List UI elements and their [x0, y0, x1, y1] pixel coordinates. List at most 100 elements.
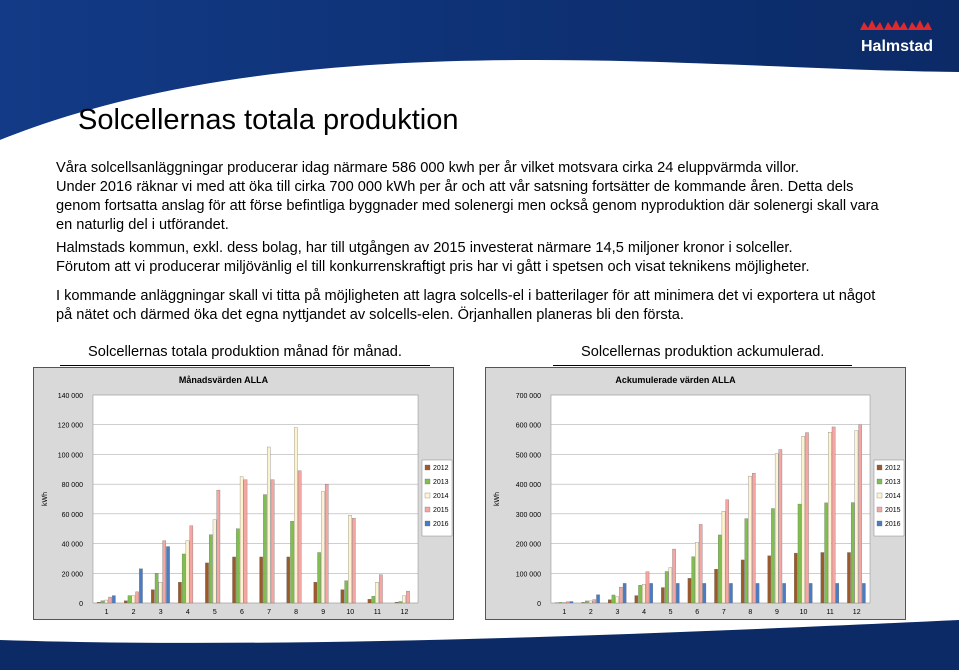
- bar-2014-m4: [185, 540, 190, 604]
- bar-2015-m6: [698, 524, 703, 604]
- bar-2013-m5: [209, 534, 213, 604]
- bar-2015-m9: [778, 449, 783, 604]
- bar-2015-m12: [858, 424, 862, 604]
- x-tick-label: 11: [374, 609, 381, 616]
- page-title: Solcellernas totala produktion: [78, 104, 459, 136]
- x-tick-label: 12: [853, 609, 861, 616]
- x-tick-label: 10: [800, 609, 808, 616]
- x-tick-label: 8: [294, 609, 298, 616]
- bar-2014-m7: [266, 446, 271, 604]
- bar-2015-m3: [619, 586, 623, 604]
- y-tick-label: 0: [537, 601, 541, 608]
- bar-2013-m1: [100, 600, 105, 604]
- bar-2015-m7: [725, 499, 729, 604]
- legend-swatch-2016: [876, 520, 883, 527]
- x-tick-label: 2: [589, 609, 593, 616]
- cumulative-chart: Ackumulerade värden ALLA 0 100 000 200 000 3…: [485, 367, 906, 620]
- bar-2014-m10: [801, 436, 805, 604]
- bar-2013-m2: [127, 595, 132, 604]
- bar-2013-m6: [236, 528, 240, 604]
- bar-2012-m8: [286, 556, 291, 604]
- legend-label: 2013: [885, 479, 901, 486]
- left-chart-caption: Solcellernas totala produktion månad för…: [60, 344, 430, 366]
- bar-2016-m4: [649, 583, 653, 604]
- bar-2016-m3: [622, 583, 627, 604]
- bar-2012-m11: [367, 599, 372, 604]
- brand-logo-text: Halmstad: [860, 38, 934, 55]
- bar-2015-m4: [189, 525, 194, 604]
- bar-2013-m1: [558, 602, 563, 604]
- legend-label: 2013: [433, 479, 449, 486]
- bar-2014-m3: [615, 596, 619, 604]
- bar-2014-m11: [375, 582, 379, 604]
- paragraph-investment: Halmstads kommun, exkl. dess bolag, har …: [56, 239, 906, 277]
- x-tick-label: 11: [826, 609, 833, 616]
- bar-2013-m4: [638, 585, 642, 604]
- bar-2012-m10: [340, 589, 345, 604]
- x-tick-label: 5: [669, 609, 673, 616]
- y-tick-label: 100 000: [58, 452, 83, 459]
- bar-2015-m10: [805, 432, 809, 604]
- bar-2012-m8: [740, 559, 745, 604]
- bar-2015-m2: [135, 591, 139, 604]
- bar-2012-m3: [151, 589, 155, 604]
- right-chart-caption: Solcellernas produktion ackumulerad.: [553, 344, 853, 366]
- legend-swatch-2013: [424, 478, 431, 485]
- bar-2015-m1: [108, 596, 112, 604]
- x-tick-label: 5: [213, 609, 217, 616]
- bar-2012-m9: [767, 555, 771, 604]
- bar-2014-m2: [588, 600, 593, 604]
- x-tick-label: 3: [159, 609, 163, 616]
- legend-label: 2012: [885, 465, 901, 472]
- y-tick-label: 300 000: [516, 512, 541, 519]
- x-tick-label: 9: [321, 609, 325, 616]
- bar-2014-m9: [774, 453, 779, 604]
- bar-2015-m12: [406, 590, 410, 604]
- paragraph-line: Halmstads kommun, exkl. dess bolag, har …: [56, 240, 793, 256]
- legend-label: 2016: [433, 521, 449, 528]
- bar-2012-m4: [634, 595, 639, 604]
- y-tick-label: 140 000: [58, 393, 83, 400]
- bar-2012-m4: [178, 582, 182, 604]
- paragraph-line: en naturlig del i utförandet.: [56, 217, 229, 233]
- bar-2012-m2: [123, 600, 128, 604]
- bar-2015-m8: [297, 470, 302, 604]
- plot-area: [92, 394, 419, 604]
- bar-2015-m2: [592, 599, 597, 604]
- bar-2012-m9: [313, 582, 318, 604]
- chart-title: Ackumulerade värden ALLA: [615, 375, 736, 385]
- x-tick-label: 3: [616, 609, 620, 616]
- bar-2015-m3: [162, 540, 166, 604]
- top-banner: [0, 0, 959, 140]
- legend-label: 2016: [885, 521, 901, 528]
- bar-2014-m6: [239, 476, 244, 604]
- bar-2013-m11: [824, 502, 828, 604]
- bar-2013-m3: [154, 573, 159, 604]
- y-tick-label: 600 000: [516, 423, 541, 430]
- y-axis-label: kWh: [494, 492, 501, 506]
- x-tick-label: 8: [748, 609, 752, 616]
- bar-2012-m7: [259, 556, 263, 604]
- bar-2012-m10: [794, 552, 798, 604]
- bar-2015-m9: [324, 483, 329, 604]
- bar-2014-m5: [212, 519, 217, 604]
- left-chart-caption-text: Solcellernas totala produktion månad för…: [88, 344, 402, 360]
- paragraph-line: Under 2016 räknar vi med att öka till ci…: [56, 179, 854, 195]
- bar-2016-m2: [596, 594, 600, 604]
- y-tick-label: 120 000: [58, 423, 83, 430]
- paragraph-line: på nätet och därmed öka det egna nyttjan…: [56, 307, 684, 323]
- bar-2015-m5: [216, 489, 221, 604]
- x-tick-label: 7: [722, 609, 726, 616]
- bar-2016-m10: [808, 583, 813, 604]
- bar-2016-m1: [569, 601, 574, 604]
- x-tick-label: 10: [346, 609, 354, 616]
- bar-2014-m10: [348, 515, 352, 604]
- bar-2013-m2: [585, 600, 589, 604]
- bar-2016-m8: [755, 583, 760, 604]
- bar-2014-m5: [668, 567, 673, 604]
- bar-2014-m8: [748, 475, 752, 604]
- bar-2014-m8: [294, 427, 298, 604]
- bar-2013-m10: [344, 580, 348, 604]
- bar-2012-m12: [847, 552, 851, 604]
